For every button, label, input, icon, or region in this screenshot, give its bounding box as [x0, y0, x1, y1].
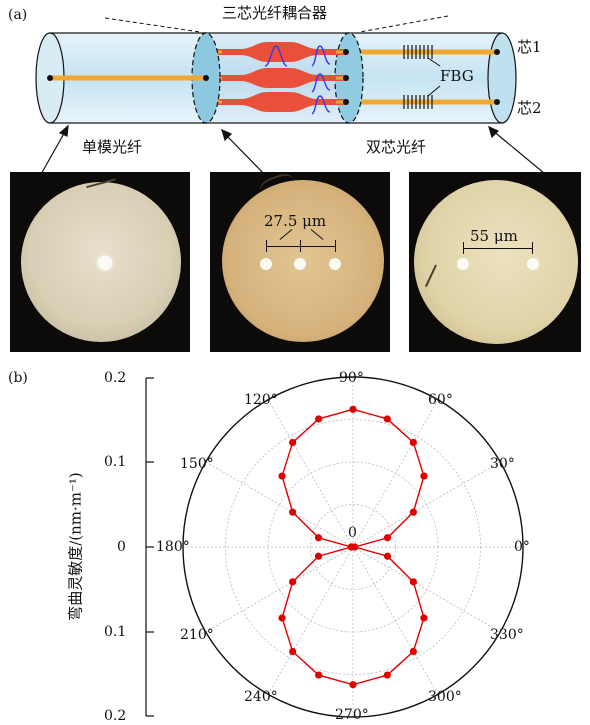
grid-spoke-120 [267, 399, 354, 548]
data-point-105 [315, 415, 323, 423]
coupler-cross-section-photo [210, 172, 390, 352]
data-point-90 [349, 405, 357, 413]
angle-label-150: 150° [180, 456, 214, 472]
data-point-345 [383, 552, 392, 560]
data-point-30 [409, 508, 417, 516]
data-point-135 [278, 472, 286, 480]
angle-label-330: 330° [490, 627, 524, 643]
coupler-guide-left [104, 17, 201, 33]
fbg-grating-top [403, 45, 433, 59]
angle-label-0: 0° [514, 539, 530, 555]
three-core-coupler [202, 32, 364, 124]
coupler-cores [212, 42, 346, 112]
data-point-255 [315, 671, 323, 679]
data-point-315 [420, 614, 428, 622]
fiber-schematic [35, 15, 551, 181]
center-label: 0 [348, 525, 357, 541]
y-tick-0: 0.2 [104, 370, 127, 386]
fbg-label: FBG [440, 67, 474, 85]
data-point-45 [420, 472, 428, 480]
data-point-150 [289, 508, 297, 516]
data-point-75 [383, 415, 391, 423]
data-point-195 [314, 552, 323, 560]
grid-spoke-30 [352, 461, 501, 548]
panel-b-label: (b) [8, 370, 28, 386]
panel-a-label: (a) [8, 7, 28, 23]
grid-spoke-330 [352, 546, 501, 633]
polar-outer-circle [182, 376, 524, 718]
dcf-label: 双芯光纤 [366, 138, 427, 156]
data-point-240 [289, 647, 297, 656]
grid-spoke-150 [205, 461, 354, 548]
coupler-label: 三芯光纤耦合器 [222, 4, 328, 22]
angle-label-210: 210° [180, 627, 214, 643]
angle-label-240: 240° [244, 689, 278, 705]
data-point-285 [383, 671, 391, 679]
grid-spoke-210 [205, 546, 354, 633]
grid-ring-3 [225, 419, 481, 675]
fbg-grating-bottom [403, 95, 433, 109]
dcf-cross-section-photo [409, 172, 581, 352]
grid-spoke-60 [352, 399, 439, 548]
data-point-210 [289, 578, 297, 586]
data-point-330 [409, 578, 417, 586]
coupler-guide-right [359, 15, 449, 33]
data-point-180 [347, 543, 355, 551]
data-point-165 [314, 534, 323, 542]
y-tick-2: 0 [117, 539, 126, 555]
angle-label-30: 30° [490, 456, 515, 472]
dim-55: 55 μm [470, 227, 518, 245]
grid-spoke-240 [267, 546, 354, 695]
grid-spoke-300 [352, 546, 439, 695]
angle-label-90: 90° [339, 370, 364, 386]
y-tick-3: 0.1 [104, 624, 127, 640]
y-tick-4: 0.2 [104, 708, 127, 724]
angle-label-120: 120° [244, 392, 278, 408]
core1-label: 芯1 [517, 38, 542, 56]
dim-27-5: 27.5 μm [264, 212, 327, 230]
angle-label-180: 180° [156, 539, 190, 555]
data-point-60 [409, 438, 417, 447]
data-point-225 [278, 614, 286, 622]
core2-label: 芯2 [517, 99, 542, 117]
data-point-15 [383, 534, 392, 542]
data-point-120 [289, 438, 297, 447]
angle-label-270: 270° [335, 707, 369, 723]
double-core-fiber [345, 32, 517, 124]
grid-ring-1 [310, 504, 396, 590]
y-tick-1: 0.1 [104, 454, 127, 470]
angle-label-60: 60° [428, 392, 453, 408]
data-point-300 [409, 647, 417, 656]
smf-cross-section-photo [10, 172, 190, 352]
angle-label-300: 300° [428, 689, 462, 705]
smf-label: 单模光纤 [82, 138, 143, 156]
single-mode-fiber [35, 32, 221, 124]
data-point-270 [349, 681, 357, 689]
mode-profiles [264, 45, 331, 115]
